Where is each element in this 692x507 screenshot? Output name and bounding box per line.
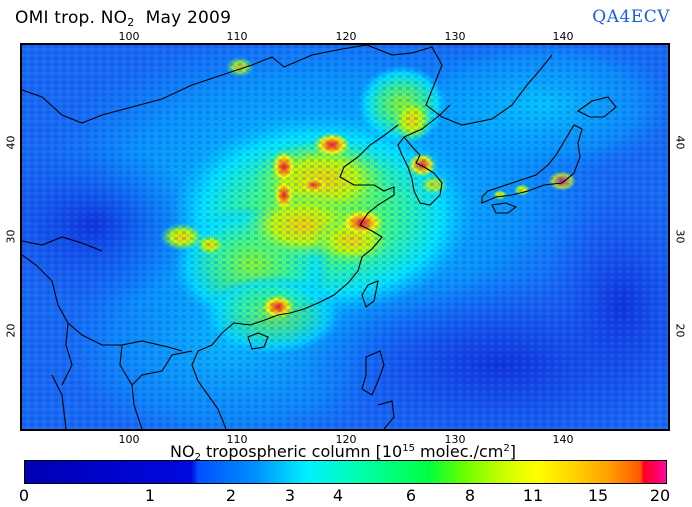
lon-tick-bottom-140: 140 <box>552 433 574 446</box>
lat-tick-left-20: 20 <box>4 323 18 338</box>
lat-tick-right-40: 40 <box>673 135 687 150</box>
brand-logo: QA4ECV <box>592 7 670 27</box>
lon-tick-bottom-110: 110 <box>226 433 248 446</box>
label-unit-sup: 2 <box>503 443 510 454</box>
label-middle: tropospheric column [10 <box>200 442 403 461</box>
lon-tick-bottom-100: 100 <box>118 433 140 446</box>
map-canvas <box>22 45 668 429</box>
label-sup: 15 <box>402 443 415 454</box>
colorbar-tick-11: 11 <box>522 486 544 505</box>
lon-tick-top-140: 140 <box>552 30 574 43</box>
lat-tick-right-30: 30 <box>673 229 687 244</box>
lat-tick-left-40: 40 <box>4 135 18 150</box>
lat-tick-right-20: 20 <box>673 323 687 338</box>
title-text: OMI trop. NO <box>15 8 128 28</box>
label-unit: molec./cm <box>414 442 504 461</box>
lon-tick-top-110: 110 <box>226 30 248 43</box>
title-subscript: 2 <box>127 16 135 29</box>
lon-tick-top-130: 130 <box>444 30 466 43</box>
label-sub: 2 <box>194 452 201 463</box>
colorbar-tick-6: 6 <box>405 486 417 505</box>
lon-tick-bottom-120: 120 <box>335 433 357 446</box>
colorbar-tick-4: 4 <box>332 486 344 505</box>
colorbar-tick-8: 8 <box>464 486 476 505</box>
label-suffix: ] <box>509 442 516 461</box>
map-title: OMI trop. NO2 May 2009 <box>15 8 231 29</box>
title-date: May 2009 <box>145 8 232 28</box>
coastlines <box>22 45 617 429</box>
colorbar-tick-3: 3 <box>284 486 296 505</box>
colorbar-tick-2: 2 <box>225 486 237 505</box>
lon-tick-top-100: 100 <box>118 30 140 43</box>
lat-tick-left-30: 30 <box>4 229 18 244</box>
colorbar-tick-0: 0 <box>18 486 30 505</box>
label-no: NO <box>170 442 195 461</box>
colorbar-tick-1: 1 <box>144 486 156 505</box>
colorbar-tick-20: 20 <box>649 486 671 505</box>
colorbar-label: NO2 tropospheric column [1015 molec./cm2… <box>170 442 516 463</box>
no2-map <box>20 43 670 431</box>
colorbar <box>24 460 667 484</box>
lon-tick-top-120: 120 <box>335 30 357 43</box>
lon-tick-bottom-130: 130 <box>444 433 466 446</box>
colorbar-tick-15: 15 <box>587 486 609 505</box>
